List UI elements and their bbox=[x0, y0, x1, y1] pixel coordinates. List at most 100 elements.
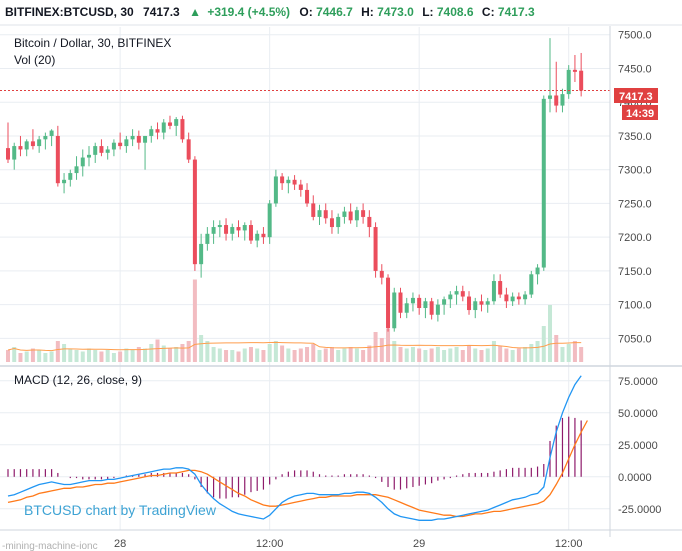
candle-body[interactable] bbox=[149, 129, 154, 136]
candle-body[interactable] bbox=[504, 294, 509, 302]
tradingview-watermark[interactable]: BTCUSD chart by TradingView bbox=[24, 502, 217, 518]
candle-body[interactable] bbox=[30, 141, 35, 147]
candle-body[interactable] bbox=[217, 225, 222, 228]
candle-body[interactable] bbox=[62, 179, 67, 184]
candle-body[interactable] bbox=[37, 139, 42, 147]
candle-body[interactable] bbox=[267, 203, 272, 238]
candle-body[interactable] bbox=[80, 157, 85, 167]
candle-body[interactable] bbox=[180, 119, 185, 140]
candle-body[interactable] bbox=[43, 135, 48, 140]
candle-body[interactable] bbox=[460, 291, 465, 297]
time-axis[interactable]: 28 12:00 29 12:00 bbox=[114, 538, 582, 550]
candle-body[interactable] bbox=[236, 227, 241, 231]
candle-body[interactable] bbox=[143, 135, 148, 143]
candle-body[interactable] bbox=[479, 301, 484, 305]
candle-body[interactable] bbox=[124, 139, 129, 147]
candle-body[interactable] bbox=[566, 69, 571, 95]
candle-body[interactable] bbox=[448, 294, 453, 300]
candle-body[interactable] bbox=[224, 225, 229, 234]
candle-body[interactable] bbox=[554, 95, 559, 106]
candle-body[interactable] bbox=[435, 304, 440, 315]
candle-body[interactable] bbox=[261, 233, 266, 238]
candle-body[interactable] bbox=[211, 227, 216, 234]
candle-body[interactable] bbox=[280, 176, 285, 184]
candle-body[interactable] bbox=[186, 139, 191, 160]
candle-body[interactable] bbox=[311, 203, 316, 217]
volume-indicator-label[interactable]: Vol (20) bbox=[14, 53, 55, 67]
candle-body[interactable] bbox=[498, 281, 503, 295]
candle-body[interactable] bbox=[248, 225, 253, 241]
candle-body[interactable] bbox=[242, 225, 247, 231]
candle-body[interactable] bbox=[93, 146, 98, 155]
candle-body[interactable] bbox=[442, 299, 447, 305]
candle-body[interactable] bbox=[155, 129, 160, 133]
macd-indicator-label[interactable]: MACD (12, 26, close, 9) bbox=[14, 373, 142, 387]
candle-body[interactable] bbox=[292, 179, 297, 185]
candle-body[interactable] bbox=[336, 216, 341, 228]
candle-body[interactable] bbox=[560, 94, 565, 106]
candle-body[interactable] bbox=[510, 296, 515, 302]
candle-body[interactable] bbox=[111, 142, 116, 150]
candle-body[interactable] bbox=[516, 296, 521, 300]
candle-body[interactable] bbox=[305, 189, 310, 204]
candle-body[interactable] bbox=[572, 69, 577, 72]
candle-body[interactable] bbox=[485, 301, 490, 305]
candle-body[interactable] bbox=[199, 243, 204, 265]
candle-body[interactable] bbox=[6, 148, 10, 160]
candle-body[interactable] bbox=[373, 227, 378, 271]
candle-body[interactable] bbox=[118, 142, 123, 147]
candle-body[interactable] bbox=[541, 98, 546, 268]
candle-body[interactable] bbox=[68, 173, 73, 180]
candle-body[interactable] bbox=[329, 218, 334, 228]
candle-body[interactable] bbox=[523, 294, 528, 300]
candle-body[interactable] bbox=[404, 303, 409, 313]
candle-body[interactable] bbox=[473, 301, 478, 311]
candle-body[interactable] bbox=[579, 70, 584, 91]
candle-body[interactable] bbox=[398, 292, 403, 313]
candle-body[interactable] bbox=[49, 130, 54, 136]
price-axis[interactable]: 7050.0 7100.0 7150.0 7200.0 7250.0 7300.0 7350… bbox=[618, 30, 652, 346]
candle-body[interactable] bbox=[205, 233, 210, 244]
candle-body[interactable] bbox=[273, 176, 278, 204]
candle-body[interactable] bbox=[105, 149, 110, 153]
candle-body[interactable] bbox=[379, 270, 384, 278]
candlestick-series[interactable] bbox=[6, 38, 584, 332]
candle-body[interactable] bbox=[174, 119, 179, 126]
candle-body[interactable] bbox=[342, 211, 347, 217]
candle-body[interactable] bbox=[55, 135, 60, 184]
candle-body[interactable] bbox=[429, 301, 434, 315]
symbol-label[interactable]: BITFINEX:BTCUSD, 30 bbox=[5, 5, 134, 19]
candle-body[interactable] bbox=[535, 267, 540, 275]
price-pane-title[interactable]: Bitcoin / Dollar, 30, BITFINEX bbox=[14, 36, 171, 50]
candle-body[interactable] bbox=[192, 159, 197, 265]
candle-body[interactable] bbox=[167, 122, 172, 126]
candle-body[interactable] bbox=[86, 154, 91, 158]
candle-body[interactable] bbox=[230, 227, 235, 234]
candle-body[interactable] bbox=[298, 184, 303, 190]
candle-body[interactable] bbox=[24, 141, 29, 150]
candle-body[interactable] bbox=[286, 179, 291, 184]
candle-body[interactable] bbox=[491, 281, 496, 302]
candle-body[interactable] bbox=[18, 146, 23, 150]
candle-body[interactable] bbox=[529, 274, 534, 295]
candle-body[interactable] bbox=[423, 301, 428, 309]
candle-body[interactable] bbox=[392, 292, 397, 329]
candle-body[interactable] bbox=[417, 297, 422, 309]
candle-body[interactable] bbox=[386, 277, 391, 329]
candle-body[interactable] bbox=[548, 95, 553, 99]
candle-body[interactable] bbox=[354, 210, 359, 221]
candle-body[interactable] bbox=[99, 146, 104, 153]
candle-body[interactable] bbox=[317, 210, 322, 217]
macd-axis[interactable]: -25.0000 0.0000 25.0000 50.0000 75.0000 bbox=[618, 376, 661, 516]
candle-body[interactable] bbox=[323, 210, 328, 219]
candle-body[interactable] bbox=[161, 122, 166, 133]
candle-body[interactable] bbox=[74, 166, 79, 174]
candle-body[interactable] bbox=[12, 146, 17, 160]
candle-body[interactable] bbox=[361, 210, 366, 217]
candle-body[interactable] bbox=[136, 135, 141, 143]
candle-body[interactable] bbox=[410, 297, 415, 304]
candle-body[interactable] bbox=[348, 211, 353, 221]
candle-body[interactable] bbox=[467, 296, 472, 311]
candle-body[interactable] bbox=[454, 291, 459, 295]
candle-body[interactable] bbox=[255, 233, 260, 241]
